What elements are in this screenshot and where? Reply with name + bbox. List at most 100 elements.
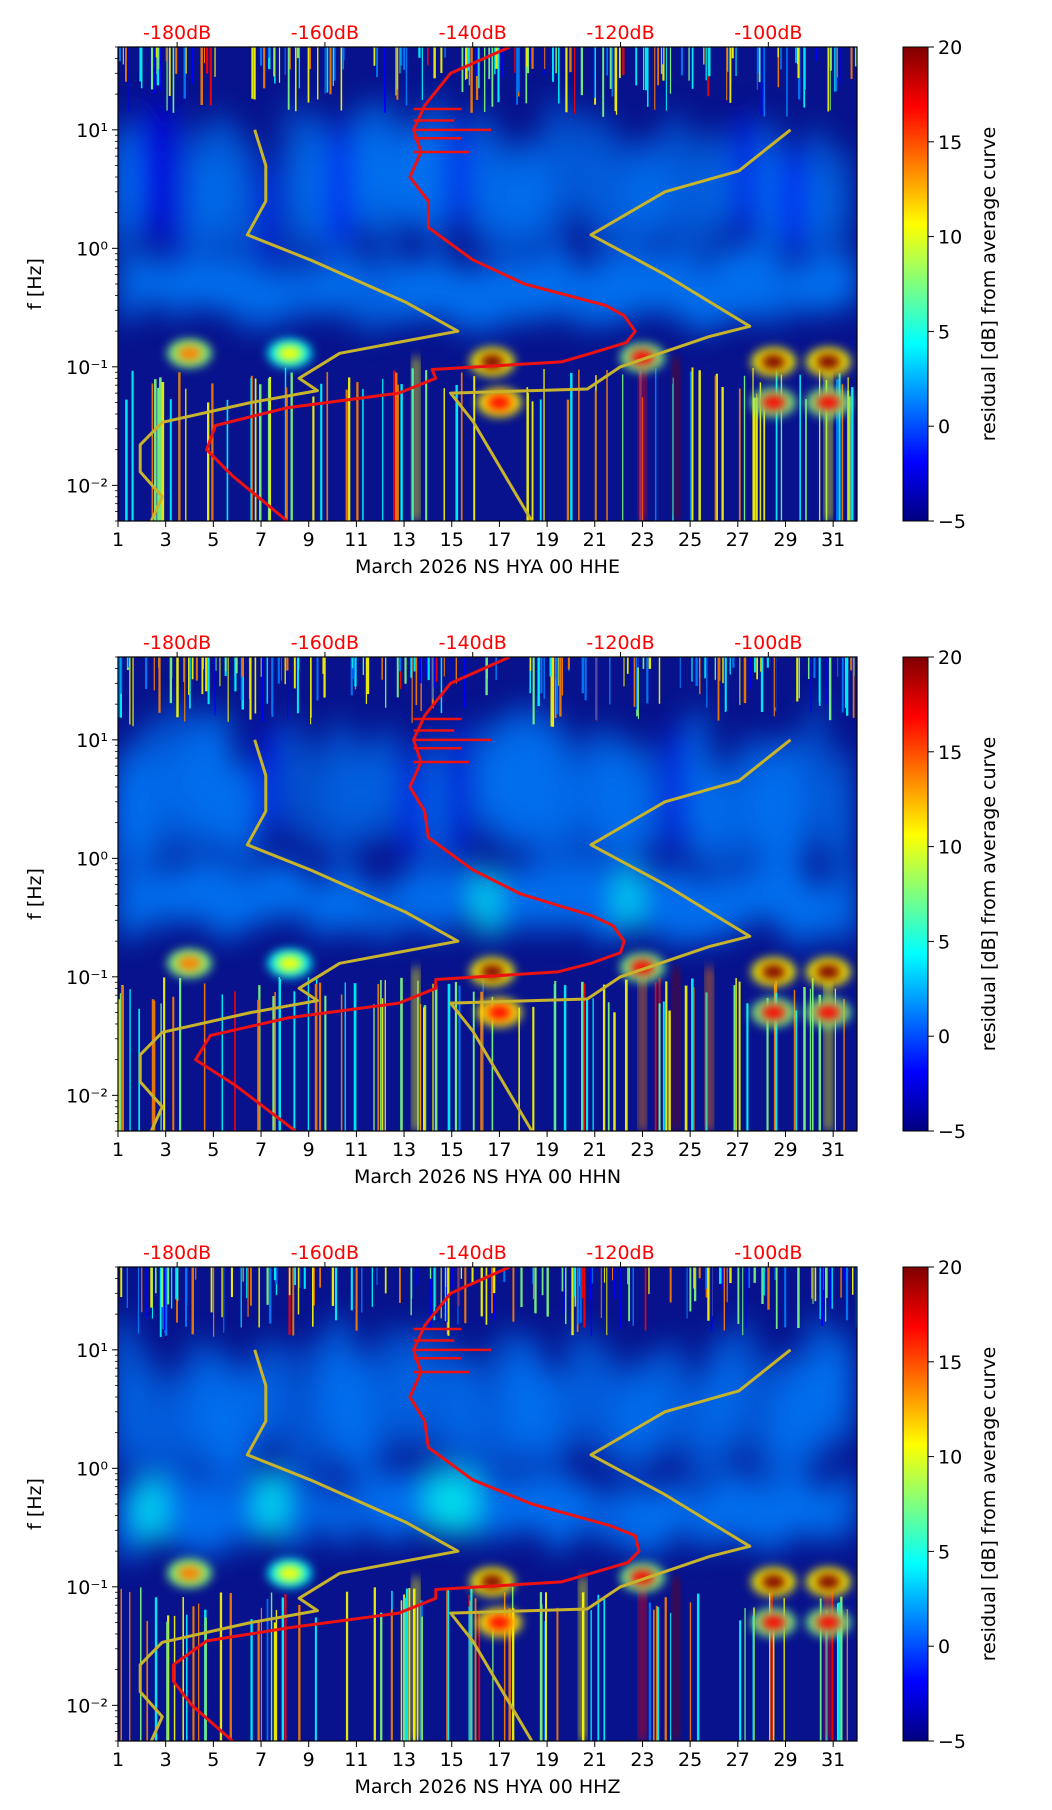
vertical-streak [639, 357, 645, 521]
haze-column [185, 124, 208, 287]
speckle-streak [561, 1267, 564, 1292]
haze-column [374, 1468, 409, 1547]
haze-column [831, 142, 850, 256]
speckle-streak [470, 47, 473, 113]
speckle-streak [726, 47, 728, 101]
x-tick-label: 21 [583, 1139, 607, 1161]
speckle-streak [440, 47, 443, 73]
speckle-streak [609, 657, 611, 705]
speckle-streak [420, 657, 422, 711]
speckle-streak [271, 657, 274, 670]
colorbar-tick-label: −5 [938, 1731, 966, 1753]
colorbar-tick-label: 10 [938, 837, 962, 859]
low-freq-spike [602, 984, 606, 1131]
speckle-streak [183, 657, 185, 682]
haze-column [543, 240, 574, 320]
low-freq-spike [125, 399, 128, 521]
low-freq-spike [270, 1592, 273, 1741]
red-average-curve [194, 657, 626, 1131]
speckle-streak [525, 47, 528, 104]
speckle-streak [643, 47, 645, 91]
speckle-streak [277, 657, 280, 684]
speckle-streak [294, 47, 297, 112]
low-freq-spike [508, 1608, 511, 1741]
y-axis-label: f [Hz] [24, 868, 46, 920]
speckle-streak [555, 657, 559, 715]
low-freq-spike [746, 1003, 749, 1131]
speckle-streak [159, 47, 162, 92]
speckle-streak [268, 1267, 272, 1324]
speckle-streak [329, 47, 332, 95]
speckle-streak [266, 1267, 269, 1305]
low-freq-spike [684, 985, 688, 1131]
x-tick-label: 13 [392, 529, 416, 551]
low-freq-spike [259, 384, 262, 521]
hot-spot [486, 394, 513, 411]
speckle-streak [319, 1267, 322, 1288]
low-freq-spike [654, 368, 657, 521]
haze-column [709, 757, 733, 884]
x-tick-label: 29 [773, 1139, 797, 1161]
low-freq-spike [472, 991, 475, 1131]
haze-column [541, 712, 568, 880]
speckle-streak [361, 1267, 363, 1313]
speckle-streak [230, 1267, 234, 1298]
haze-column [516, 698, 545, 859]
speckle-streak [630, 657, 633, 687]
low-freq-spike [532, 1006, 535, 1131]
low-freq-spike [838, 373, 841, 521]
low-freq-spike [348, 377, 351, 521]
x-tick-label: 19 [535, 529, 559, 551]
low-freq-spike [454, 981, 458, 1131]
speckle-streak [241, 657, 244, 677]
hot-spot [815, 394, 842, 411]
speckle-streak [602, 47, 605, 117]
speckle-streak [284, 47, 286, 75]
low-freq-spike [511, 1608, 515, 1741]
speckle-streak [246, 1267, 248, 1299]
top-axis-label: -180dB [143, 22, 211, 44]
speckle-streak [665, 47, 667, 111]
speckle-streak [298, 47, 300, 89]
speckle-streak [591, 1267, 593, 1284]
speckle-streak [118, 657, 120, 717]
low-freq-spike [226, 399, 229, 521]
speckle-streak [596, 657, 598, 721]
haze-column [309, 1478, 331, 1538]
speckle-streak [288, 47, 291, 70]
speckle-streak [440, 1267, 442, 1319]
haze-column [760, 248, 785, 327]
haze-column [637, 1346, 662, 1473]
haze-column [283, 712, 301, 844]
speckle-streak [534, 1267, 537, 1314]
speckle-streak [286, 657, 289, 720]
low-freq-spike [129, 1591, 131, 1741]
speckle-streak [399, 1267, 401, 1303]
x-axis-label: March 2026 NS HYA 00 HHN [354, 1166, 621, 1188]
haze-column [140, 252, 166, 310]
speckle-streak [471, 1267, 474, 1284]
speckle-streak [457, 1267, 459, 1325]
low-freq-spike [698, 370, 701, 521]
haze-column [284, 96, 301, 267]
speckle-streak [294, 1267, 297, 1286]
speckle-streak [837, 657, 839, 677]
haze-column [402, 1468, 428, 1533]
haze-column [259, 263, 286, 331]
low-freq-spike [382, 378, 384, 521]
speckle-streak [703, 47, 705, 65]
low-freq-spike [714, 375, 717, 521]
low-freq-spike [763, 400, 766, 521]
low-freq-spike [266, 1598, 269, 1741]
top-axis-label: -120dB [586, 22, 654, 44]
speckle-streak [447, 1267, 450, 1336]
speckle-streak [399, 657, 402, 689]
speckle-streak [795, 47, 797, 63]
speckle-streak [495, 657, 497, 680]
speckle-streak [129, 657, 131, 725]
haze-column [183, 1480, 218, 1560]
speckle-streak [581, 1267, 584, 1299]
speckle-streak [636, 657, 639, 668]
vertical-streak [413, 1577, 419, 1741]
